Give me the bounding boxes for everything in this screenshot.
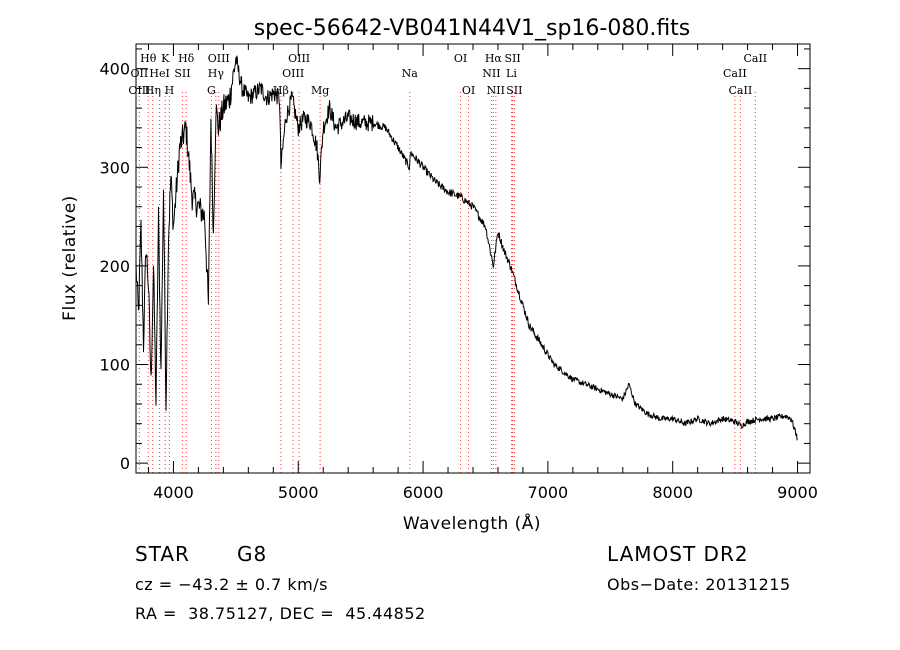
- y-axis-ticks: 0 100 200 300 400: [99, 48, 810, 473]
- cz-value: cz = −43.2 ± 0.7 km/s: [135, 575, 328, 594]
- x-axis-label: Wavelength (Å): [403, 512, 541, 534]
- line-label: OIII: [282, 67, 304, 80]
- line-label: NII: [487, 84, 505, 97]
- coordinates: RA = 38.75127, DEC = 45.44852: [135, 604, 426, 623]
- line-label: OIII: [128, 84, 150, 97]
- y-tick-label: 0: [120, 454, 130, 473]
- obs-date: Obs−Date: 20131215: [607, 575, 791, 594]
- survey-label: LAMOST DR2: [607, 542, 749, 566]
- chart-title: spec-56642-VB041N44V1_sp16-080.fits: [254, 16, 691, 41]
- line-label: OI: [462, 84, 475, 97]
- line-label: Hδ: [178, 52, 195, 65]
- spectrum-line: [135, 55, 798, 442]
- line-label: OII: [131, 67, 149, 80]
- line-label: HeI: [149, 67, 169, 80]
- y-tick-label: 200: [99, 257, 130, 276]
- y-tick-label: 400: [99, 60, 130, 79]
- line-label: CaII: [723, 67, 747, 80]
- line-label: Hη: [145, 84, 161, 97]
- spectrum-series: [135, 55, 798, 442]
- plot-frame: [135, 43, 811, 474]
- line-label: OI: [454, 52, 467, 65]
- x-tick-label: 5000: [278, 483, 319, 502]
- line-label: Hθ: [140, 52, 157, 65]
- line-label: Hα: [485, 52, 503, 65]
- x-tick-label: 4000: [153, 483, 194, 502]
- y-tick-label: 300: [99, 158, 130, 177]
- line-label: CaII: [743, 52, 767, 65]
- line-label: CaII: [729, 84, 753, 97]
- line-label: Li: [506, 67, 517, 80]
- line-label: H: [165, 84, 175, 97]
- line-label: Hβ: [273, 84, 289, 97]
- line-label: OIII: [288, 52, 310, 65]
- y-tick-label: 100: [99, 356, 130, 375]
- x-tick-label: 8000: [652, 483, 693, 502]
- line-label: G: [207, 84, 216, 97]
- line-label: Mg: [311, 84, 329, 97]
- line-label: SII: [174, 67, 190, 80]
- line-label: SII: [506, 84, 522, 97]
- y-axis-label: Flux (relative): [60, 195, 80, 321]
- x-tick-label: 6000: [403, 483, 444, 502]
- line-label: NII: [482, 67, 500, 80]
- x-axis-ticks: 4000 5000 6000 7000 8000 9000: [147, 44, 818, 502]
- subclass: G8: [237, 542, 268, 566]
- line-label: K: [161, 52, 170, 65]
- line-label: Na: [402, 67, 419, 80]
- x-tick-label: 7000: [528, 483, 569, 502]
- line-label: OIII: [208, 52, 230, 65]
- line-label: Hγ: [208, 67, 225, 80]
- object-class: STAR: [135, 542, 190, 566]
- line-label: SII: [504, 52, 520, 65]
- x-tick-label: 9000: [777, 483, 818, 502]
